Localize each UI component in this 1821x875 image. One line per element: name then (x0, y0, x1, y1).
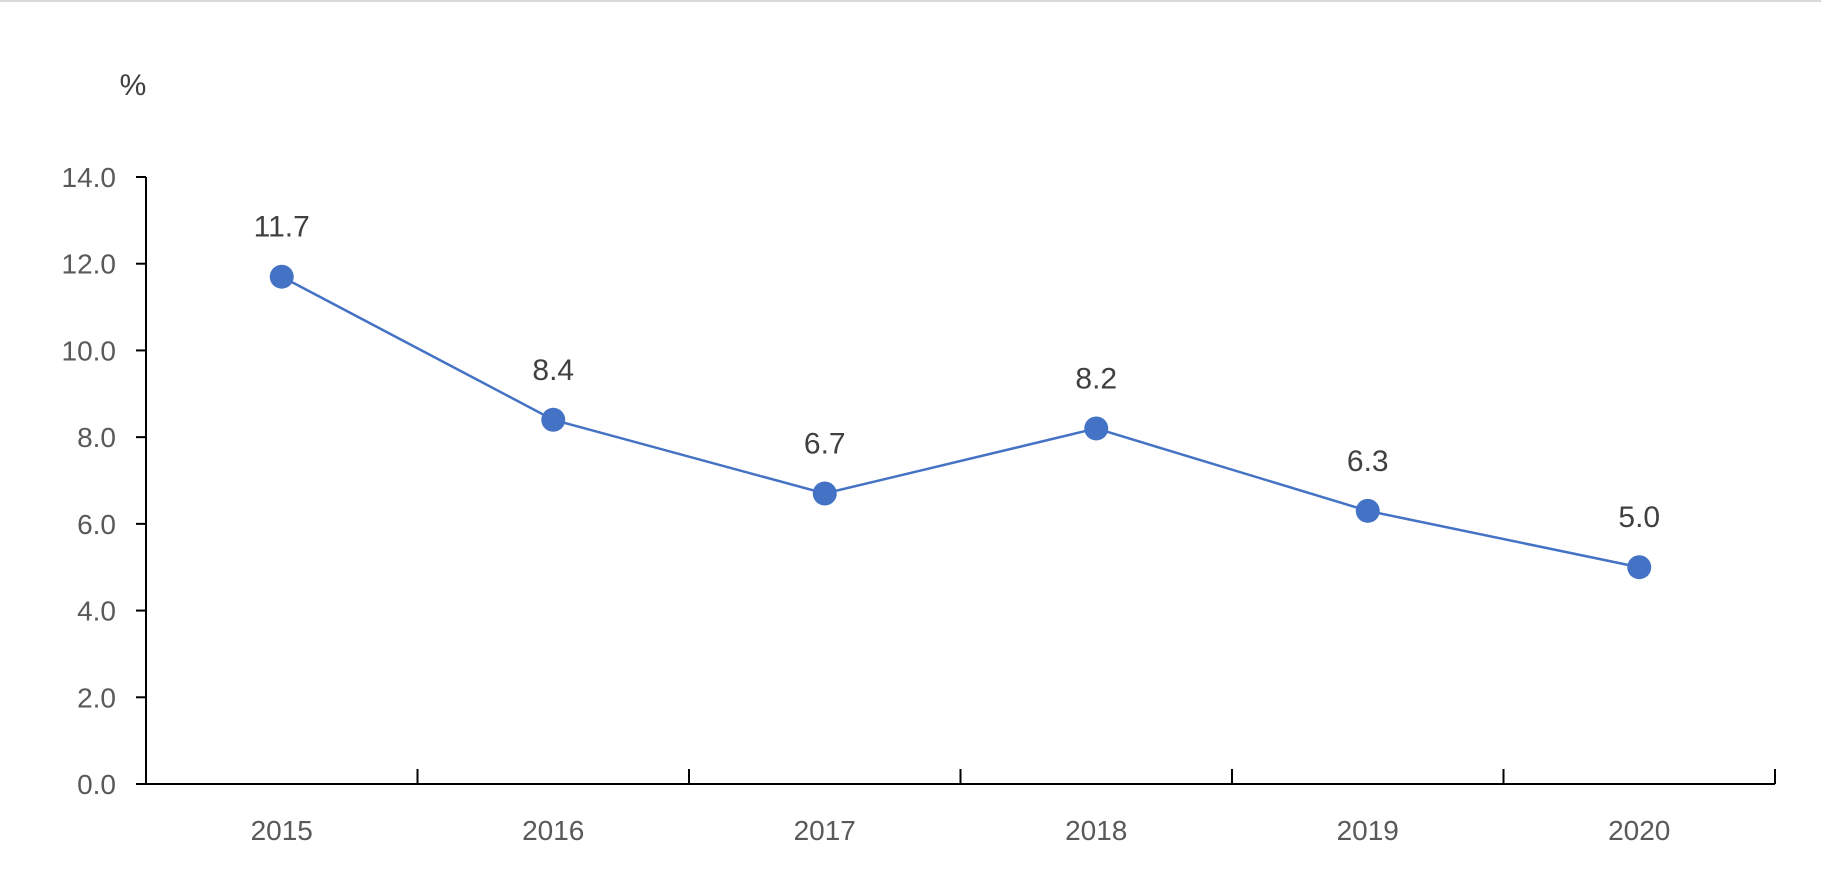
series-line-group (281, 275, 1640, 569)
x-tick-label: 2015 (251, 815, 313, 846)
data-point (1355, 498, 1380, 523)
data-point (1627, 555, 1652, 580)
y-tick-label: 6.0 (77, 509, 116, 540)
y-tick-label: 0.0 (77, 769, 116, 800)
data-label: 11.7 (254, 211, 310, 244)
y-tick-label: 10.0 (62, 335, 117, 366)
y-axis: 0.0 2.0 4.0 6.0 8.0 10.0 12.0 14.0 (62, 162, 147, 800)
data-label: 8.4 (532, 354, 574, 387)
data-labels: 11.7 8.4 6.7 8.2 6.3 5.0 (254, 211, 1660, 534)
y-tick-label: 8.0 (77, 422, 116, 453)
series-line (281, 275, 1640, 569)
y-tick-label: 4.0 (77, 596, 116, 627)
data-points (269, 264, 1652, 580)
data-label: 6.7 (804, 428, 846, 461)
y-tick-label: 14.0 (62, 162, 117, 193)
data-point (1084, 416, 1109, 441)
x-tick-label: 2019 (1337, 815, 1399, 846)
top-border (0, 0, 1821, 2)
data-point (812, 481, 837, 506)
x-tick-label: 2016 (522, 815, 584, 846)
data-point (269, 264, 294, 289)
data-label: 8.2 (1075, 362, 1117, 395)
y-tick-label: 12.0 (62, 249, 117, 280)
x-tick-label: 2020 (1608, 815, 1670, 846)
x-axis: 2015 2016 2017 2018 2019 2020 (146, 769, 1776, 846)
data-point (541, 407, 566, 432)
y-tick-label: 2.0 (77, 682, 116, 713)
x-tick-label: 2018 (1065, 815, 1127, 846)
data-label: 5.0 (1618, 501, 1660, 534)
data-label: 6.3 (1347, 445, 1389, 478)
y-unit-label: % (120, 69, 147, 102)
x-tick-label: 2017 (794, 815, 856, 846)
